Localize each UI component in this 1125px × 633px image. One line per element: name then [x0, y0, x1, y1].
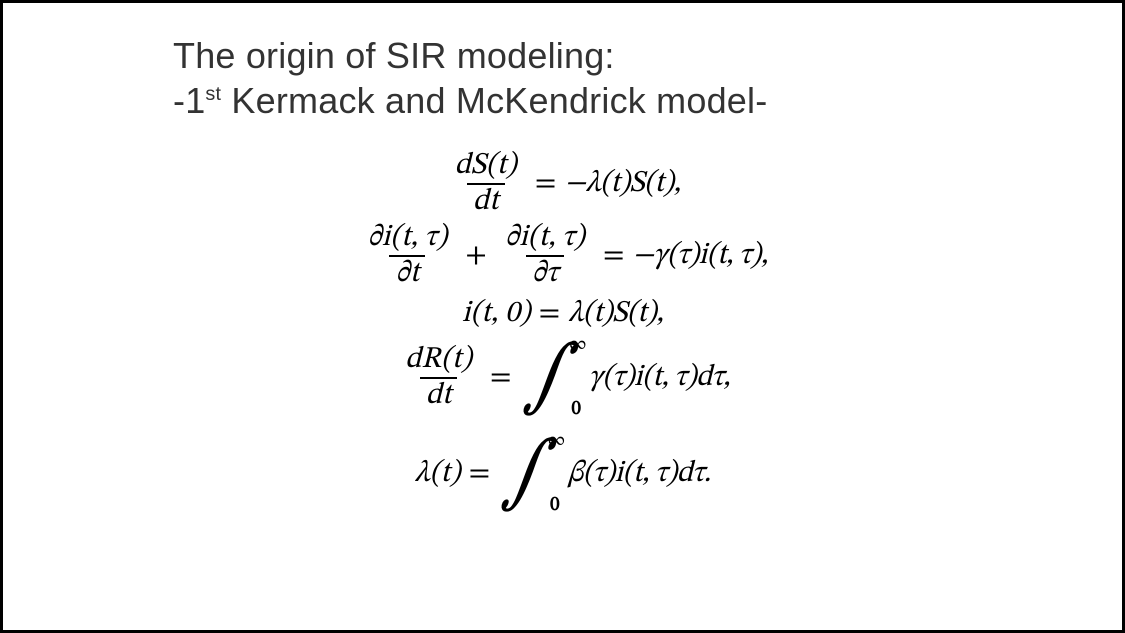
equation-2: ∂i(t, τ) ∂t + ∂i(t, τ) ∂τ = −γ(τ)i(t, τ)… [43, 223, 1082, 289]
eq2-frac2: ∂i(t, τ) ∂τ [499, 223, 591, 289]
eq1-den: dt [467, 183, 505, 217]
integral-sign: ∫ ∞ 0 [520, 339, 579, 417]
equation-5: λ(t) = ∫ ∞ 0 β(τ)i(t, τ)dτ. [43, 435, 1082, 513]
eq2-frac1-num: ∂i(t, τ) [361, 223, 453, 255]
eq2-rhs: −γ(τ)i(t, τ), [632, 241, 767, 271]
equals-sign: = [490, 363, 512, 393]
eq1-num: dS(t) [449, 151, 523, 183]
title-superscript: st [205, 83, 221, 105]
eq4-integrand: γ(τ)i(t, τ)dτ, [589, 363, 730, 393]
eq5-lhs: λ(t) [415, 459, 461, 489]
equals-sign: = [469, 459, 491, 489]
slide-frame: The origin of SIR modeling: -1st Kermack… [0, 0, 1125, 633]
int-lower: 0 [550, 496, 559, 515]
eq1-rhs: −λ(t)S(t), [564, 169, 680, 199]
eq4-num: dR(t) [399, 345, 478, 377]
title-line-1: The origin of SIR modeling: [173, 33, 1082, 78]
equals-sign: = [603, 241, 625, 271]
slide-title: The origin of SIR modeling: -1st Kermack… [173, 33, 1082, 123]
eq2-frac1-den: ∂t [389, 255, 425, 289]
plus-sign: + [465, 241, 487, 271]
equation-1: dS(t) dt = −λ(t)S(t), [43, 151, 1082, 217]
eq2-frac1: ∂i(t, τ) ∂t [361, 223, 453, 289]
int-upper: ∞ [569, 335, 587, 354]
int-lower: 0 [571, 400, 580, 419]
equals-sign: = [535, 169, 557, 199]
title-prefix: -1 [173, 80, 205, 121]
equation-3: i(t, 0) = λ(t)S(t), [43, 299, 1082, 329]
eq5-integrand: β(τ)i(t, τ)dτ. [568, 459, 711, 489]
eq1-fraction: dS(t) dt [449, 151, 523, 217]
eq4-fraction: dR(t) dt [399, 345, 478, 411]
title-rest: Kermack and McKendrick model- [221, 80, 767, 121]
equation-4: dR(t) dt = ∫ ∞ 0 γ(τ)i(t, τ)dτ, [43, 339, 1082, 417]
eq4-den: dt [420, 377, 458, 411]
eq2-frac2-num: ∂i(t, τ) [499, 223, 591, 255]
equation-block: dS(t) dt = −λ(t)S(t), ∂i(t, τ) ∂t + ∂i(t… [43, 151, 1082, 513]
equals-sign: = [539, 299, 561, 329]
eq2-frac2-den: ∂τ [526, 255, 564, 289]
integral-sign: ∫ ∞ 0 [498, 435, 557, 513]
int-upper: ∞ [547, 431, 565, 450]
title-line-2: -1st Kermack and McKendrick model- [173, 78, 1082, 123]
eq3-lhs: i(t, 0) [462, 299, 531, 329]
eq3-rhs: λ(t)S(t), [568, 299, 663, 329]
